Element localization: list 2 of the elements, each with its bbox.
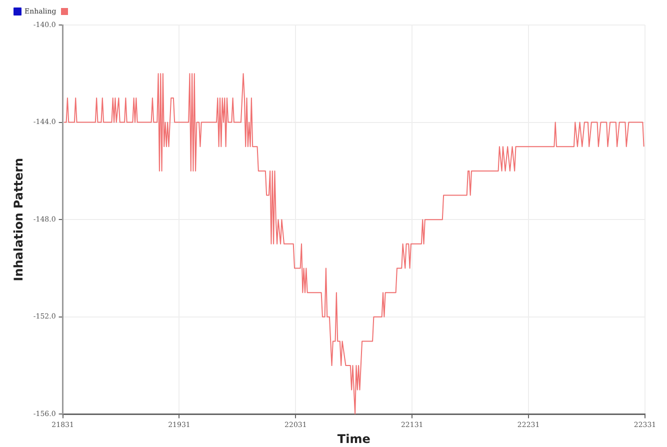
- x-axis-title: Time: [337, 432, 370, 446]
- y-axis-title: Inhalation Pattern: [11, 158, 26, 282]
